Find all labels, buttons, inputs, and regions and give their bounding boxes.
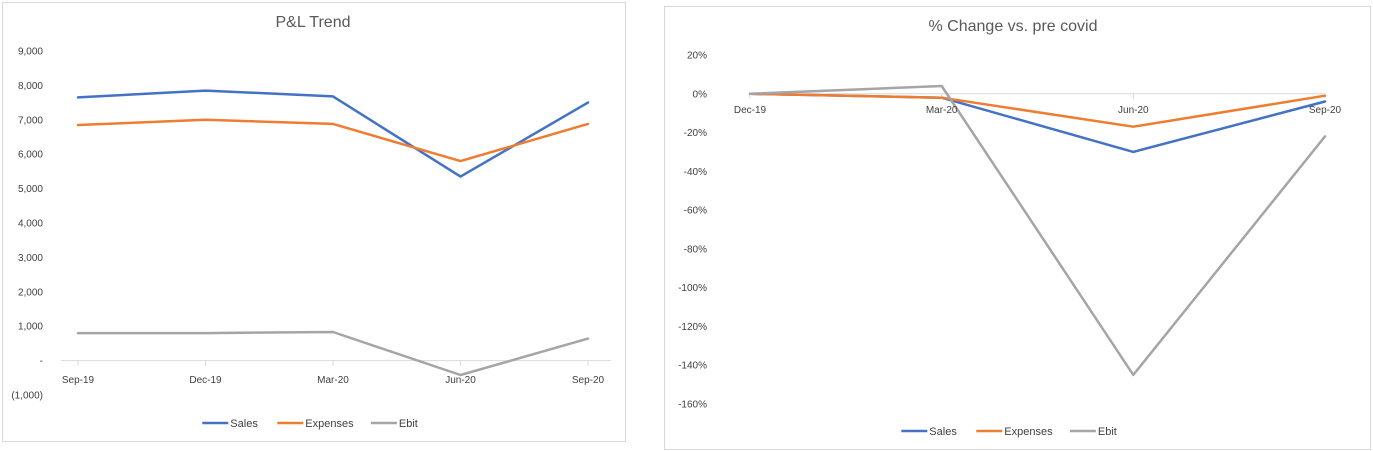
pct-change-chart: % Change vs. pre covid 20% 0% -20% -40% -60%… [678,18,1342,438]
x-tick-label: Sep-20 [572,375,605,386]
y-tick-label: -40% [684,167,707,178]
y-tick-label: 20% [687,51,707,62]
y-tick-label: 3,000 [18,253,43,264]
legend-item: Ebit [370,418,418,430]
y-tick-label: 8,000 [18,81,43,92]
chart-title: P&L Trend [275,14,350,31]
y-tick-label: -80% [684,244,707,255]
x-tick-label: Jun-20 [445,375,476,386]
x-tick-label: Jun-20 [1118,105,1149,116]
series-line-ebit [748,84,1327,377]
legend-label: Expenses [1004,426,1053,438]
legend-item: Expenses [976,426,1053,438]
legend-label: Expenses [305,418,354,430]
y-tick-label: - [40,356,43,367]
legend: Sales Expenses Ebit [901,426,1117,438]
y-tick-label: -140% [678,361,707,372]
series-line-expenses [748,92,1327,128]
y-tick-label: 2,000 [18,287,43,298]
y-tick-label: -160% [678,400,707,411]
pl-trend-chart: P&L Trend 9,000 8,000 7,000 6,000 5,000 4,000… [11,14,611,430]
pct-change-chart-panel: % Change vs. pre covid 20% 0% -20% -40% -60%… [664,6,1371,450]
y-tick-label: -20% [684,128,707,139]
y-tick-label: (1,000) [11,391,43,402]
y-tick-label: -120% [678,322,707,333]
y-tick-label: 4,000 [18,219,43,230]
series-line-expenses [76,118,590,163]
series-line-sales [76,89,590,178]
series-line-sales [748,92,1327,154]
y-tick-label: -60% [684,206,707,217]
x-tick-label: Mar-20 [926,105,958,116]
y-tick-label: 1,000 [18,322,43,333]
x-tick-label: Sep-20 [1309,105,1342,116]
legend-item: Sales [901,426,957,438]
y-tick-label: 7,000 [18,115,43,126]
pl-trend-chart-panel: P&L Trend 9,000 8,000 7,000 6,000 5,000 4,000… [2,2,626,442]
y-tick-label: -100% [678,283,707,294]
y-tick-label: 0% [693,89,708,100]
series-line-ebit [76,330,590,377]
legend: Sales Expenses Ebit [202,418,418,430]
x-tick-label: Sep-19 [62,375,95,386]
x-tick-label: Dec-19 [189,375,222,386]
x-tick-label: Dec-19 [734,105,767,116]
chart-title: % Change vs. pre covid [929,18,1098,35]
legend-item: Sales [202,418,258,430]
legend-item: Ebit [1069,426,1117,438]
y-tick-label: 5,000 [18,184,43,195]
y-tick-label: 9,000 [18,47,43,58]
legend-label: Sales [230,418,258,430]
legend-item: Expenses [277,418,354,430]
legend-label: Ebit [399,418,418,430]
legend-label: Sales [929,426,957,438]
x-tick-label: Mar-20 [317,375,349,386]
legend-label: Ebit [1098,426,1117,438]
y-tick-label: 6,000 [18,150,43,161]
